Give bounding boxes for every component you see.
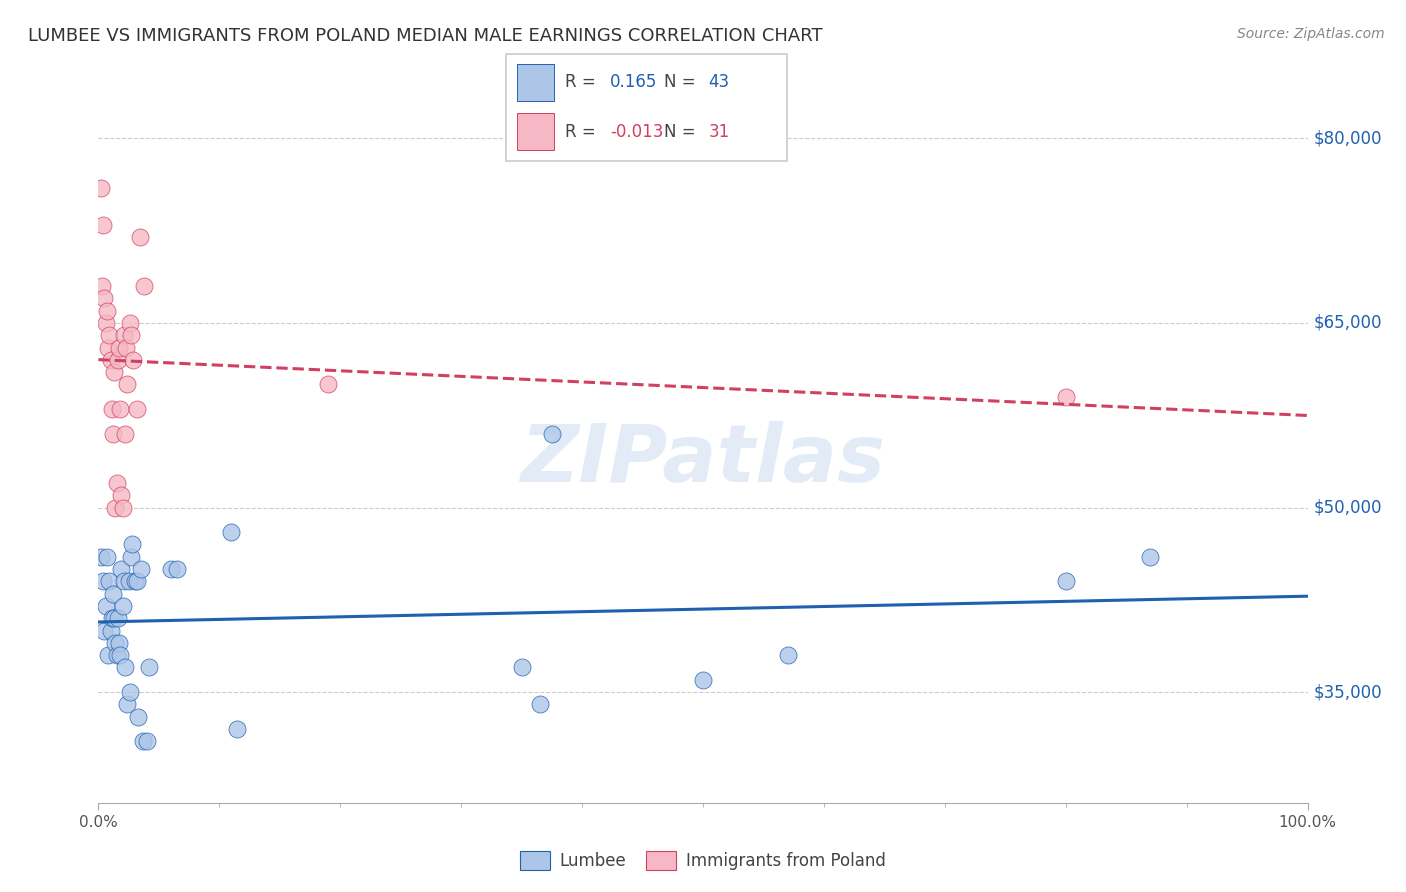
Point	[108, 341, 131, 355]
Point	[108, 402, 131, 417]
Point	[98, 574, 121, 589]
Point	[108, 636, 131, 650]
Point	[93, 291, 115, 305]
Point	[118, 685, 141, 699]
Point	[108, 648, 131, 662]
Point	[120, 549, 142, 564]
Point	[90, 180, 112, 194]
Text: R =: R =	[565, 73, 602, 91]
FancyBboxPatch shape	[517, 113, 554, 150]
Point	[100, 352, 122, 367]
Point	[692, 673, 714, 687]
Point	[90, 549, 112, 564]
Point	[100, 402, 122, 417]
Point	[134, 279, 156, 293]
Point	[510, 660, 533, 674]
Point	[776, 648, 799, 662]
Point	[96, 303, 118, 318]
Point	[138, 660, 160, 674]
Text: Source: ZipAtlas.com: Source: ZipAtlas.com	[1237, 27, 1385, 41]
Text: 31: 31	[709, 123, 730, 141]
Point	[127, 402, 149, 417]
Point	[221, 525, 243, 540]
Point	[117, 698, 139, 712]
Text: -0.013: -0.013	[610, 123, 664, 141]
Point	[100, 611, 122, 625]
Point	[105, 475, 128, 490]
Point	[120, 328, 142, 343]
Point	[100, 624, 122, 638]
Point	[118, 574, 141, 589]
FancyBboxPatch shape	[517, 64, 554, 101]
Point	[132, 734, 155, 748]
Point	[112, 328, 135, 343]
Point	[135, 734, 157, 748]
Point	[124, 574, 146, 589]
Point	[316, 377, 339, 392]
Point	[110, 562, 132, 576]
Point	[103, 611, 125, 625]
Text: ZIPatlas: ZIPatlas	[520, 421, 886, 500]
Point	[166, 562, 188, 576]
Point	[112, 574, 135, 589]
Point	[1054, 390, 1077, 404]
FancyBboxPatch shape	[506, 54, 787, 161]
Text: $35,000: $35,000	[1313, 683, 1382, 701]
Point	[97, 648, 120, 662]
Point	[104, 500, 127, 515]
Point	[117, 377, 139, 392]
Legend: Lumbee, Immigrants from Poland: Lumbee, Immigrants from Poland	[513, 844, 893, 877]
Point	[121, 537, 143, 551]
Point	[93, 624, 115, 638]
Point	[114, 660, 136, 674]
Text: $80,000: $80,000	[1313, 129, 1382, 147]
Point	[127, 709, 149, 723]
Point	[129, 562, 152, 576]
Point	[118, 316, 141, 330]
Point	[91, 574, 114, 589]
Point	[96, 549, 118, 564]
Text: 0.165: 0.165	[610, 73, 658, 91]
Point	[101, 587, 124, 601]
Point	[1054, 574, 1077, 589]
Point	[115, 341, 138, 355]
Point	[105, 648, 128, 662]
Point	[111, 500, 134, 515]
Point	[1139, 549, 1161, 564]
Point	[110, 488, 132, 502]
Point	[111, 599, 134, 613]
Text: N =: N =	[664, 123, 700, 141]
Point	[94, 316, 117, 330]
Point	[127, 574, 149, 589]
Point	[128, 230, 150, 244]
Point	[91, 279, 114, 293]
Point	[101, 426, 124, 441]
Text: 43: 43	[709, 73, 730, 91]
Point	[103, 365, 125, 379]
Point	[97, 341, 120, 355]
Point	[122, 352, 145, 367]
Text: LUMBEE VS IMMIGRANTS FROM POLAND MEDIAN MALE EARNINGS CORRELATION CHART: LUMBEE VS IMMIGRANTS FROM POLAND MEDIAN …	[28, 27, 823, 45]
Point	[98, 328, 121, 343]
Text: $65,000: $65,000	[1313, 314, 1382, 332]
Point	[104, 636, 127, 650]
Point	[107, 611, 129, 625]
Point	[160, 562, 183, 576]
Point	[226, 722, 249, 736]
Point	[91, 218, 114, 232]
Text: $50,000: $50,000	[1313, 499, 1382, 516]
Point	[540, 426, 562, 441]
Text: N =: N =	[664, 73, 700, 91]
Point	[529, 698, 551, 712]
Text: R =: R =	[565, 123, 602, 141]
Point	[94, 599, 117, 613]
Point	[114, 426, 136, 441]
Point	[107, 352, 129, 367]
